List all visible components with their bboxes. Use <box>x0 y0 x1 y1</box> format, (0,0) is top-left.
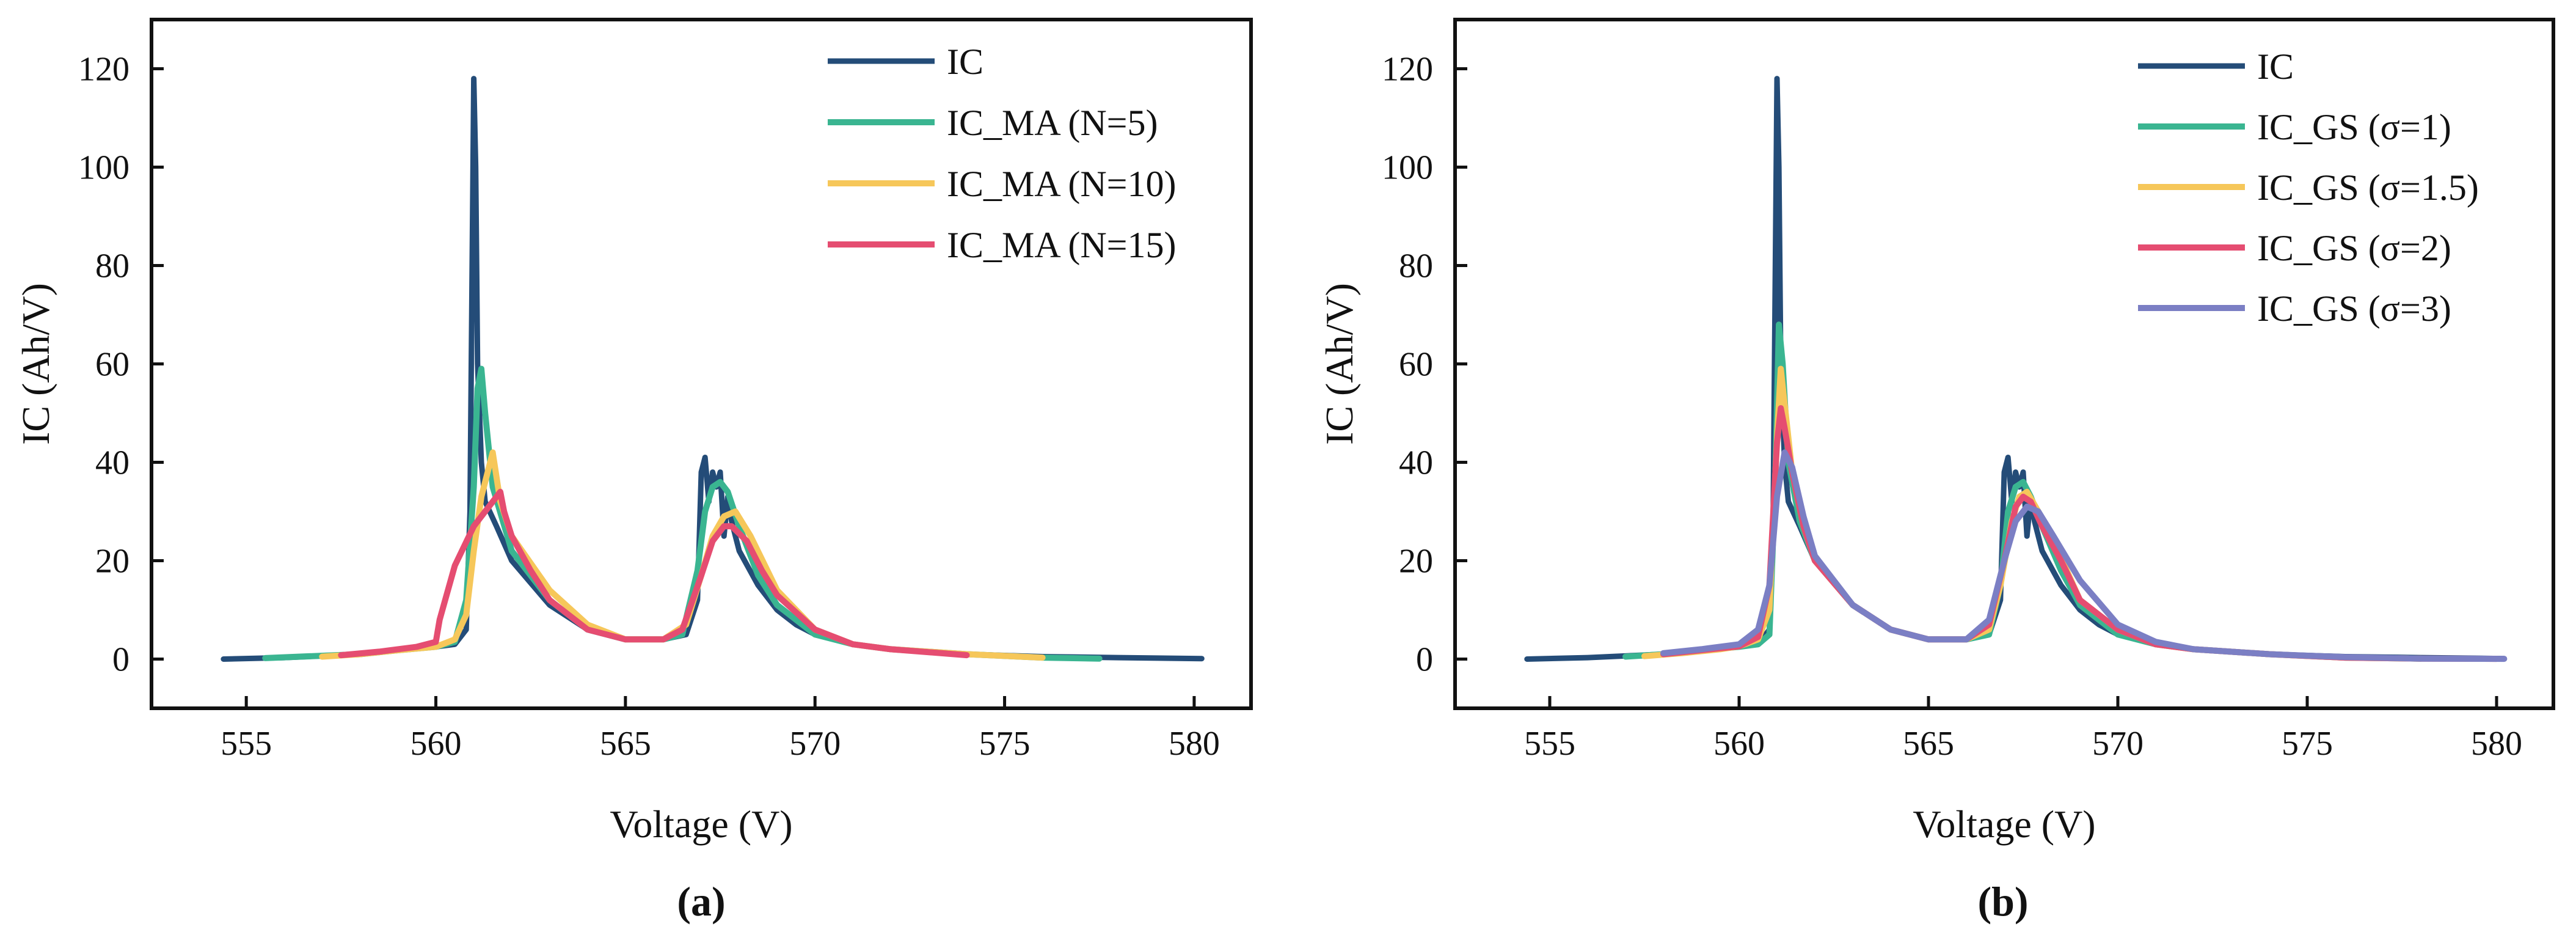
x-tick-label: 570 <box>2092 725 2144 763</box>
y-tick-label: 100 <box>78 149 130 187</box>
series-line-0 <box>1524 76 2507 662</box>
legend-label-1: IC_MA (N=5) <box>947 103 1158 143</box>
x-axis-title: Voltage (V) <box>1913 802 2095 846</box>
y-tick-label: 60 <box>1399 346 1433 384</box>
x-tick-label: 555 <box>221 725 272 763</box>
x-tick-label: 560 <box>410 725 462 763</box>
legend-label-3: IC_GS (σ=2) <box>2257 228 2451 268</box>
y-tick-label: 120 <box>78 51 130 89</box>
y-tick-label: 20 <box>1399 543 1433 581</box>
legend: IC IC_GS (σ=1) IC_GS (σ=1.5) IC_GS (σ=2) IC_… <box>2138 46 2479 329</box>
legend-label-2: IC_GS (σ=1.5) <box>2257 167 2479 208</box>
y-tick-label: 80 <box>95 248 130 285</box>
x-tick-label: 575 <box>2282 725 2333 763</box>
panel-label: (a) <box>677 878 725 925</box>
x-tick-label: 565 <box>600 725 651 763</box>
y-tick-label: 0 <box>1416 641 1433 679</box>
y-tick-label: 0 <box>112 641 130 679</box>
legend-label-0: IC <box>2257 46 2294 87</box>
series-line-3 <box>338 488 970 659</box>
series-line-1 <box>262 365 1103 662</box>
y-tick-label: 120 <box>1382 51 1433 89</box>
legend-label-3: IC_MA (N=15) <box>947 225 1177 265</box>
legend-label-0: IC <box>947 42 983 82</box>
y-tick-label: 100 <box>1382 149 1433 187</box>
x-tick-label: 555 <box>1524 725 1575 763</box>
series-line-4 <box>1660 449 2508 662</box>
x-tick-label: 575 <box>979 725 1031 763</box>
y-axis-title: IC (Ah/V) <box>1318 283 1361 445</box>
x-tick-label: 570 <box>789 725 841 763</box>
x-axis-title: Voltage (V) <box>610 802 792 846</box>
panel-a-chart: 555 560 565 570 575 580 0 20 40 60 80 100 120 Voltage… <box>14 18 1253 925</box>
legend: IC IC_MA (N=5) IC_MA (N=10) IC_MA (N=15) <box>828 42 1177 265</box>
y-tick-label: 40 <box>1399 444 1433 482</box>
panel-label: (b) <box>1977 878 2028 925</box>
y-tick-label: 80 <box>1399 248 1433 285</box>
y-axis-title: IC (Ah/V) <box>14 283 57 445</box>
y-tick-label: 20 <box>95 543 130 581</box>
x-tick-label: 560 <box>1713 725 1765 763</box>
legend-label-4: IC_GS (σ=3) <box>2257 288 2451 329</box>
x-tick-label: 580 <box>1169 725 1220 763</box>
legend-label-2: IC_MA (N=10) <box>947 164 1177 204</box>
y-tick-label: 40 <box>95 444 130 482</box>
y-tick-label: 60 <box>95 346 130 384</box>
series-line-3 <box>1660 405 2500 662</box>
legend-label-1: IC_GS (σ=1) <box>2257 107 2451 147</box>
panel-b-chart: 555 560 565 570 575 580 0 20 40 60 80 100 120 Voltage… <box>1318 18 2555 925</box>
x-tick-label: 565 <box>1903 725 1954 763</box>
x-tick-label: 580 <box>2471 725 2522 763</box>
